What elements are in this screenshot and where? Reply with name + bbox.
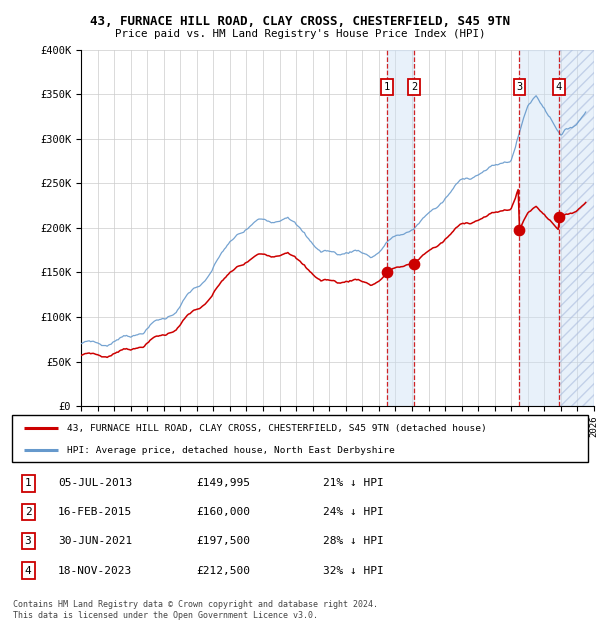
Text: 4: 4	[556, 82, 562, 92]
Text: £160,000: £160,000	[196, 507, 250, 517]
Text: 2: 2	[411, 82, 417, 92]
Text: 3: 3	[25, 536, 31, 546]
Text: £212,500: £212,500	[196, 565, 250, 575]
Text: 2: 2	[25, 507, 31, 517]
Bar	[387, 50, 414, 406]
Text: 05-JUL-2013: 05-JUL-2013	[58, 479, 133, 489]
Text: 30-JUN-2021: 30-JUN-2021	[58, 536, 133, 546]
Text: 1: 1	[384, 82, 391, 92]
Point	[382, 267, 392, 277]
Text: 18-NOV-2023: 18-NOV-2023	[58, 565, 133, 575]
Text: 4: 4	[25, 565, 31, 575]
Point	[515, 225, 524, 235]
Text: 43, FURNACE HILL ROAD, CLAY CROSS, CHESTERFIELD, S45 9TN: 43, FURNACE HILL ROAD, CLAY CROSS, CHEST…	[90, 16, 510, 28]
Point	[554, 212, 564, 222]
Text: £197,500: £197,500	[196, 536, 250, 546]
Text: HPI: Average price, detached house, North East Derbyshire: HPI: Average price, detached house, Nort…	[67, 446, 394, 455]
Text: Price paid vs. HM Land Registry's House Price Index (HPI): Price paid vs. HM Land Registry's House …	[115, 29, 485, 39]
Text: 21% ↓ HPI: 21% ↓ HPI	[323, 479, 384, 489]
Point	[409, 259, 419, 268]
Bar	[520, 50, 594, 406]
Text: 24% ↓ HPI: 24% ↓ HPI	[323, 507, 384, 517]
Text: 3: 3	[517, 82, 523, 92]
Text: 32% ↓ HPI: 32% ↓ HPI	[323, 565, 384, 575]
Text: £149,995: £149,995	[196, 479, 250, 489]
Text: 28% ↓ HPI: 28% ↓ HPI	[323, 536, 384, 546]
Text: 1: 1	[25, 479, 31, 489]
Text: 43, FURNACE HILL ROAD, CLAY CROSS, CHESTERFIELD, S45 9TN (detached house): 43, FURNACE HILL ROAD, CLAY CROSS, CHEST…	[67, 424, 487, 433]
Text: Contains HM Land Registry data © Crown copyright and database right 2024.
This d: Contains HM Land Registry data © Crown c…	[13, 600, 378, 619]
Text: 16-FEB-2015: 16-FEB-2015	[58, 507, 133, 517]
